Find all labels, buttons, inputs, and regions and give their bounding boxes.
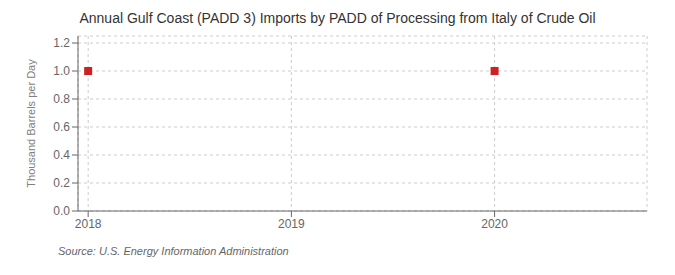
svg-text:0.6: 0.6	[53, 120, 70, 134]
svg-text:2018: 2018	[75, 217, 102, 231]
html-text:Source: U.S. Energy Informatio: Source: U.S. Energy Information Administ…	[58, 245, 289, 257]
svg-text:Thousand Barrels per Day: Thousand Barrels per Day	[25, 59, 37, 188]
svg-text:2019: 2019	[278, 217, 305, 231]
svg-text:0.4: 0.4	[53, 148, 70, 162]
svg-text:0.0: 0.0	[53, 204, 70, 218]
svg-text:1.0: 1.0	[53, 64, 70, 78]
html-text:Annual Gulf Coast (PADD 3) Imp: Annual Gulf Coast (PADD 3) Imports by PA…	[79, 10, 596, 26]
svg-text:0.8: 0.8	[53, 92, 70, 106]
svg-text:2020: 2020	[481, 217, 508, 231]
svg-text:0.2: 0.2	[53, 176, 70, 190]
svg-text:1.2: 1.2	[53, 36, 70, 50]
